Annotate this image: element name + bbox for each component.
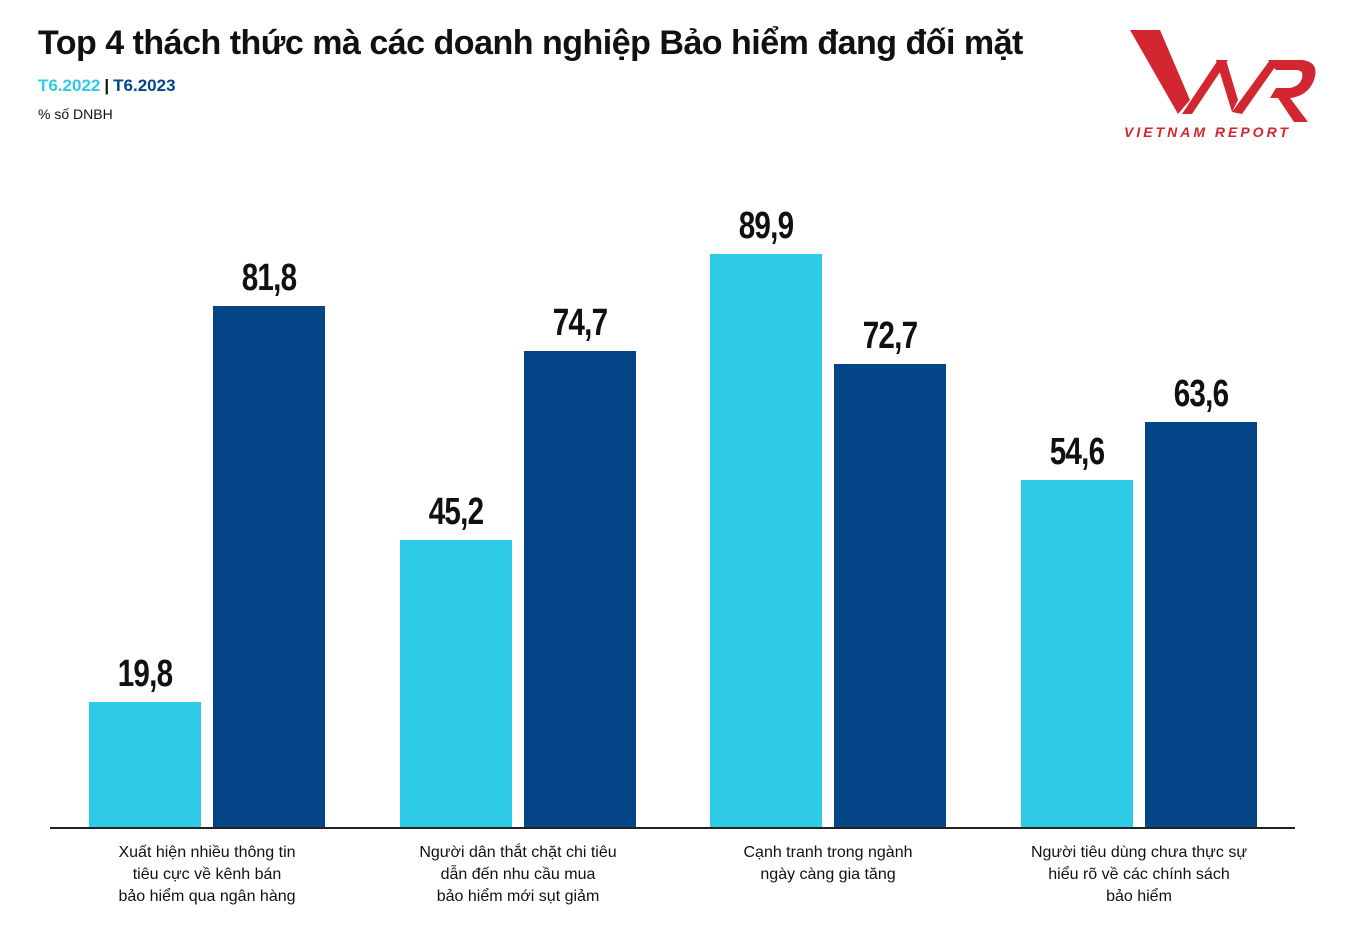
category-label-2: Người dân thắt chặt chi tiêu dẫn đến nhu… bbox=[419, 844, 617, 905]
value-label: 45,2 bbox=[428, 491, 484, 533]
x-axis-line bbox=[50, 827, 1295, 829]
category-label-1: Xuất hiện nhiều thông tin tiêu cực về kê… bbox=[118, 844, 296, 905]
value-label: 81,8 bbox=[241, 257, 297, 299]
bar-2023-cat4 bbox=[1145, 422, 1257, 828]
value-label: 63,6 bbox=[1173, 373, 1229, 415]
value-label: 74,7 bbox=[552, 302, 608, 344]
vnr-logo-icon bbox=[1130, 30, 1316, 122]
legend-2023: T6.2023 bbox=[113, 76, 176, 95]
value-label: 19,8 bbox=[117, 653, 173, 695]
legend-separator: | bbox=[104, 76, 110, 95]
legend-2022: T6.2022 bbox=[38, 76, 101, 95]
value-label: 89,9 bbox=[738, 205, 794, 247]
bar-2022-cat3 bbox=[710, 254, 822, 828]
bar-2022-cat1 bbox=[89, 702, 201, 828]
category-label-4: Người tiêu dùng chưa thực sự hiểu rõ về … bbox=[1030, 844, 1248, 905]
bar-2022-cat2 bbox=[400, 540, 512, 828]
logo-text: VIETNAM REPORT bbox=[1124, 124, 1291, 140]
bar-2023-cat3 bbox=[834, 364, 946, 828]
category-label-3: Cạnh tranh trong ngành ngày càng gia tăn… bbox=[743, 844, 913, 883]
bar-2022-cat4 bbox=[1021, 480, 1133, 828]
value-label: 72,7 bbox=[862, 315, 918, 357]
legend: T6.2022 | T6.2023 bbox=[38, 76, 176, 96]
bar-2023-cat1 bbox=[213, 306, 325, 828]
bar-2023-cat2 bbox=[524, 351, 636, 828]
value-label: 54,6 bbox=[1049, 431, 1105, 473]
chart-title: Top 4 thách thức mà các doanh nghiệp Bảo… bbox=[38, 24, 1023, 62]
unit-label: % số DNBH bbox=[38, 106, 113, 122]
